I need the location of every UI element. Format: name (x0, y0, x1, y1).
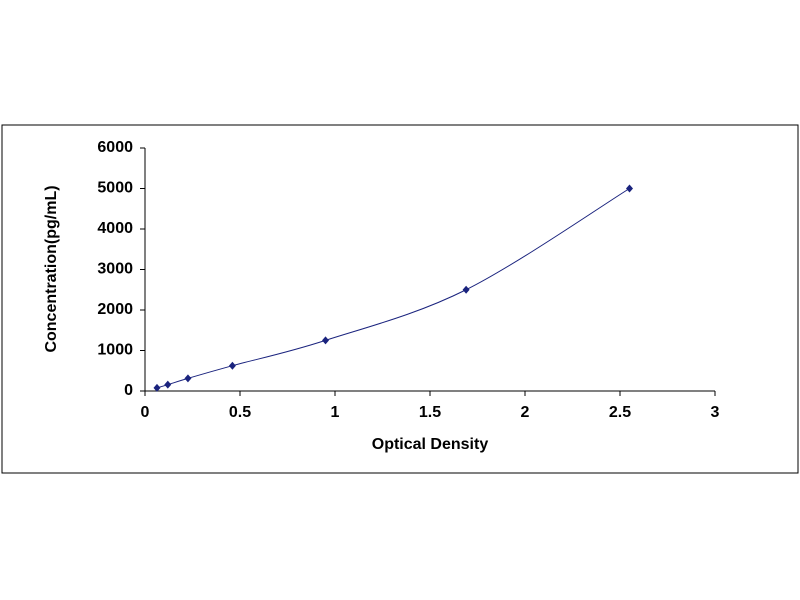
y-tick-label: 1000 (97, 342, 133, 359)
y-axis-label: Concentration(pg/mL) (43, 185, 60, 352)
x-axis-label: Optical Density (372, 436, 489, 453)
x-tick-label: 0 (141, 404, 150, 421)
y-tick-label: 6000 (97, 139, 133, 156)
x-tick-label: 3 (711, 404, 720, 421)
x-tick-label: 2.5 (609, 404, 631, 421)
x-tick-label: 1.5 (419, 404, 441, 421)
data-point (184, 374, 192, 383)
data-point (228, 361, 236, 370)
data-point (626, 184, 633, 193)
y-tick-label: 4000 (97, 220, 133, 237)
data-point (322, 336, 329, 345)
y-tick-label: 0 (124, 382, 133, 399)
data-point (164, 380, 172, 389)
data-point (153, 383, 161, 392)
x-tick-label: 0.5 (229, 404, 251, 421)
y-tick-label: 5000 (97, 180, 133, 197)
data-point (462, 285, 470, 294)
y-tick-label: 3000 (97, 261, 133, 278)
chart-frame (1, 124, 799, 474)
x-tick-label: 2 (521, 404, 530, 421)
y-tick-label: 2000 (97, 301, 133, 318)
x-tick-label: 1 (331, 404, 340, 421)
